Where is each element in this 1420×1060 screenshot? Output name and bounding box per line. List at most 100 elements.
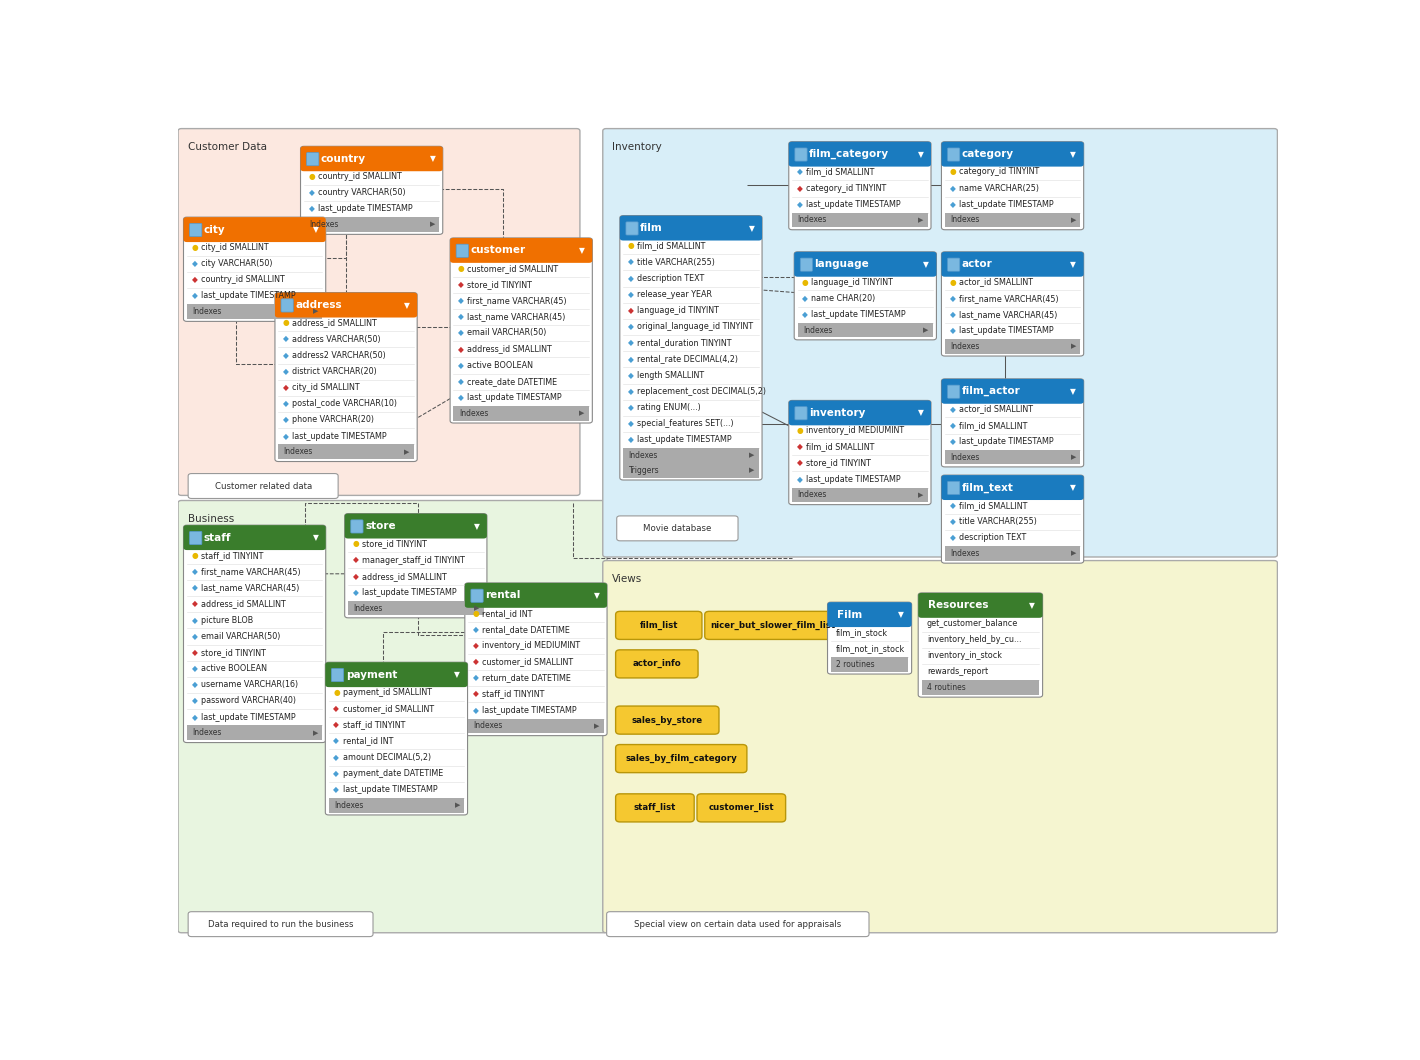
Text: ▼: ▼	[429, 155, 436, 163]
Text: address_id SMALLINT: address_id SMALLINT	[362, 571, 447, 581]
Text: ▼: ▼	[312, 225, 318, 234]
Text: manager_staff_id TINYINT: manager_staff_id TINYINT	[362, 555, 464, 565]
Text: last_update TIMESTAMP: last_update TIMESTAMP	[807, 475, 900, 483]
FancyBboxPatch shape	[828, 602, 912, 674]
Text: ◆: ◆	[628, 403, 633, 412]
Text: category_id TINYINT: category_id TINYINT	[807, 183, 886, 193]
FancyBboxPatch shape	[794, 252, 936, 277]
FancyBboxPatch shape	[788, 142, 932, 230]
Text: create_date DATETIME: create_date DATETIME	[467, 377, 558, 386]
FancyBboxPatch shape	[795, 407, 807, 420]
Text: ◆: ◆	[334, 785, 339, 794]
Text: description TEXT: description TEXT	[959, 533, 1025, 542]
Text: rental_date DATETIME: rental_date DATETIME	[481, 624, 569, 634]
FancyBboxPatch shape	[616, 516, 738, 541]
Text: ▼: ▼	[403, 301, 410, 310]
Text: ◆: ◆	[797, 475, 802, 483]
FancyBboxPatch shape	[351, 519, 364, 533]
FancyBboxPatch shape	[450, 237, 592, 423]
Text: inventory: inventory	[809, 408, 866, 418]
FancyBboxPatch shape	[941, 475, 1083, 563]
FancyBboxPatch shape	[453, 406, 589, 421]
FancyBboxPatch shape	[616, 650, 699, 678]
Text: staff_id TINYINT: staff_id TINYINT	[342, 721, 405, 729]
Text: ●: ●	[308, 172, 315, 181]
FancyBboxPatch shape	[944, 449, 1081, 464]
Text: ◆: ◆	[802, 310, 808, 319]
Text: rental_id INT: rental_id INT	[481, 608, 532, 618]
Text: Indexes: Indexes	[310, 220, 338, 229]
Text: email VARCHAR(50): email VARCHAR(50)	[200, 632, 280, 640]
Text: inventory_in_stock: inventory_in_stock	[927, 651, 1003, 660]
FancyBboxPatch shape	[798, 323, 933, 337]
Text: Indexes: Indexes	[354, 603, 383, 613]
Text: ◆: ◆	[797, 199, 802, 209]
Text: ▼: ▼	[748, 224, 754, 232]
Text: ◆: ◆	[283, 367, 288, 376]
FancyBboxPatch shape	[788, 142, 932, 166]
Text: ▼: ▼	[1071, 483, 1076, 492]
Text: ◆: ◆	[192, 583, 197, 593]
Text: ◆: ◆	[797, 459, 802, 467]
Text: ▶: ▶	[430, 222, 435, 228]
Text: ◆: ◆	[192, 712, 197, 722]
Text: actor_id SMALLINT: actor_id SMALLINT	[959, 278, 1032, 286]
Text: inventory_id MEDIUMINT: inventory_id MEDIUMINT	[807, 426, 905, 436]
Text: ▶: ▶	[919, 217, 923, 223]
Text: ▼: ▼	[1071, 260, 1076, 269]
Text: film_id SMALLINT: film_id SMALLINT	[807, 167, 875, 176]
Text: city_id SMALLINT: city_id SMALLINT	[200, 243, 268, 252]
FancyBboxPatch shape	[178, 500, 608, 933]
Text: last_update TIMESTAMP: last_update TIMESTAMP	[959, 326, 1054, 335]
Text: Indexes: Indexes	[798, 215, 826, 225]
Text: address2 VARCHAR(50): address2 VARCHAR(50)	[293, 351, 386, 359]
Text: ◆: ◆	[192, 276, 197, 284]
Text: ◆: ◆	[628, 273, 633, 283]
Text: Resources: Resources	[927, 600, 988, 611]
Text: first_name VARCHAR(45): first_name VARCHAR(45)	[467, 296, 567, 305]
Text: ◆: ◆	[459, 344, 464, 354]
Text: Indexes: Indexes	[950, 341, 980, 351]
Text: rental_duration TINYINT: rental_duration TINYINT	[638, 338, 731, 348]
Text: customer_id SMALLINT: customer_id SMALLINT	[342, 704, 433, 713]
Text: sales_by_film_category: sales_by_film_category	[625, 754, 737, 763]
Text: last_update TIMESTAMP: last_update TIMESTAMP	[959, 199, 1054, 209]
Text: last_name VARCHAR(45): last_name VARCHAR(45)	[200, 583, 300, 593]
Text: ▼: ▼	[579, 246, 585, 254]
Text: ●: ●	[352, 540, 359, 548]
Text: ▶: ▶	[474, 605, 480, 611]
Text: ◆: ◆	[473, 624, 479, 634]
Text: last_update TIMESTAMP: last_update TIMESTAMP	[362, 588, 457, 597]
FancyBboxPatch shape	[348, 601, 484, 616]
FancyBboxPatch shape	[831, 657, 909, 672]
FancyBboxPatch shape	[944, 339, 1081, 354]
Text: ◆: ◆	[283, 335, 288, 343]
Text: film_list: film_list	[639, 621, 677, 630]
Text: film_text: film_text	[961, 482, 1014, 493]
FancyBboxPatch shape	[616, 794, 694, 822]
Text: ●: ●	[628, 242, 635, 250]
Text: active BOOLEAN: active BOOLEAN	[467, 360, 534, 370]
Text: ◆: ◆	[334, 704, 339, 713]
FancyBboxPatch shape	[792, 488, 927, 502]
Text: return_date DATETIME: return_date DATETIME	[481, 673, 571, 683]
Text: ◆: ◆	[192, 616, 197, 624]
Text: actor_info: actor_info	[632, 659, 682, 669]
Text: ◆: ◆	[192, 681, 197, 689]
Text: ●: ●	[473, 608, 479, 618]
Text: customer_list: customer_list	[709, 803, 774, 812]
Text: ◆: ◆	[473, 641, 479, 650]
Text: rental_rate DECIMAL(4,2): rental_rate DECIMAL(4,2)	[638, 354, 738, 364]
Text: Indexes: Indexes	[629, 452, 657, 460]
FancyBboxPatch shape	[464, 583, 608, 736]
Text: city_id SMALLINT: city_id SMALLINT	[293, 383, 359, 392]
Text: nicer_but_slower_film_list: nicer_but_slower_film_list	[710, 621, 835, 630]
Text: ◆: ◆	[950, 183, 956, 193]
Text: ◆: ◆	[950, 421, 956, 429]
Text: Indexes: Indexes	[802, 325, 832, 335]
Text: ▶: ▶	[594, 723, 599, 729]
Text: country: country	[321, 154, 366, 163]
Text: film_id SMALLINT: film_id SMALLINT	[959, 500, 1027, 510]
Text: ◆: ◆	[352, 555, 359, 565]
FancyBboxPatch shape	[919, 593, 1042, 618]
